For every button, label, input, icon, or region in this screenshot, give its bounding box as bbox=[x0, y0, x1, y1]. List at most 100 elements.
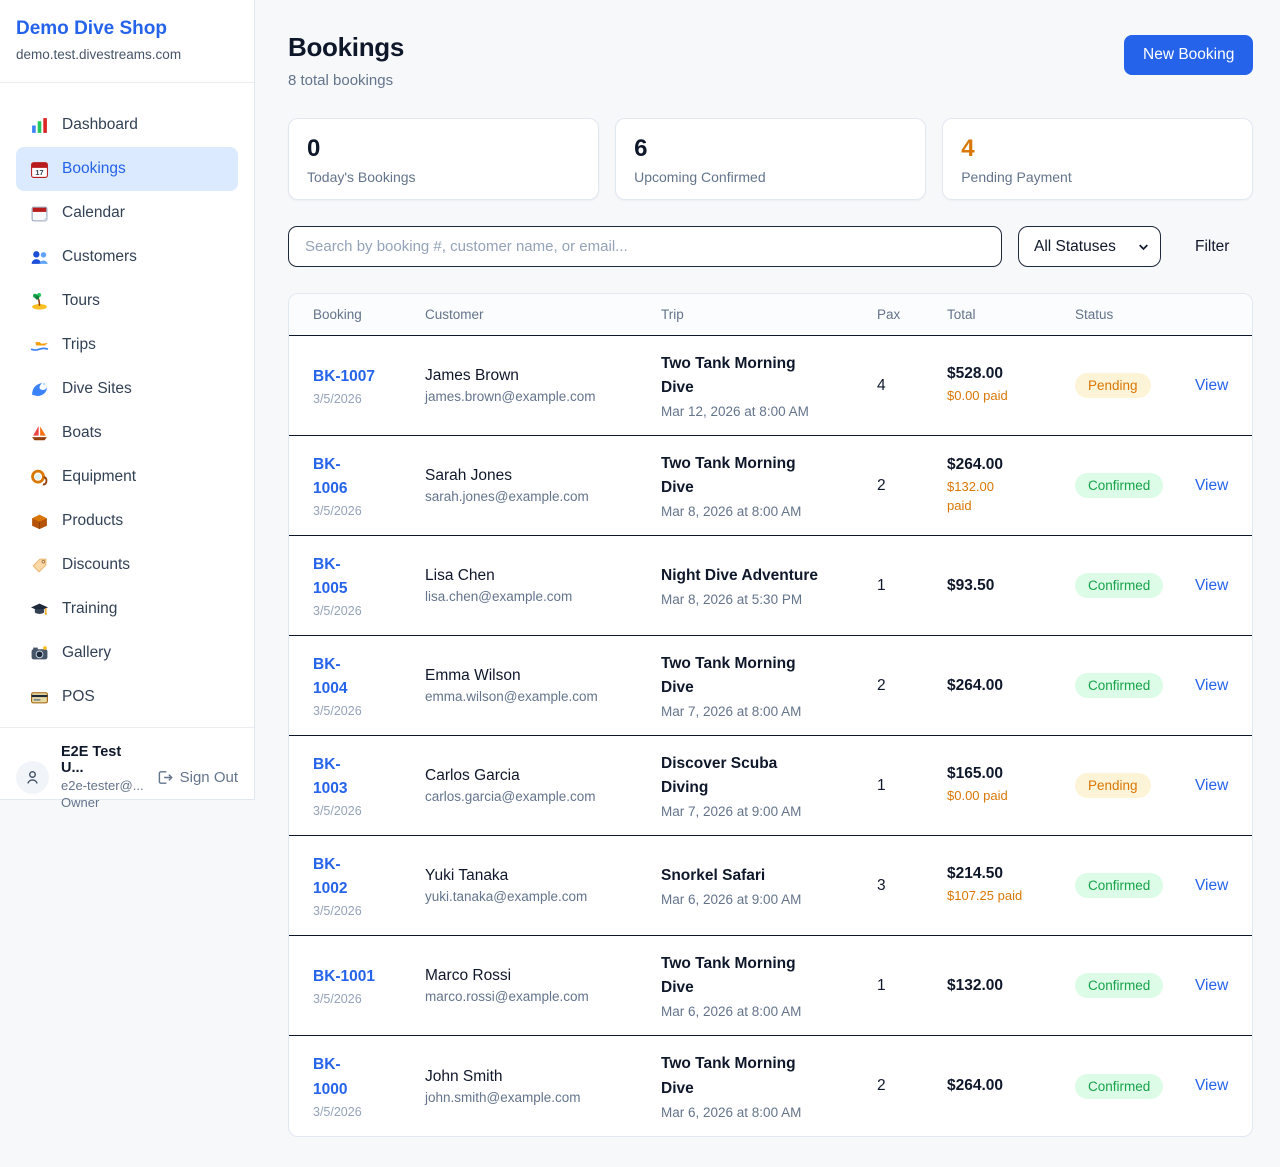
sidebar-item-calendar[interactable]: Calendar bbox=[16, 191, 238, 235]
customer-name: James Brown bbox=[425, 367, 519, 384]
view-link[interactable]: View bbox=[1195, 776, 1229, 794]
filter-button[interactable]: Filter bbox=[1177, 230, 1247, 264]
view-link[interactable]: View bbox=[1195, 976, 1229, 994]
paid-amount: $132.00 paid bbox=[947, 478, 994, 513]
sidebar-item-products[interactable]: Products bbox=[16, 499, 238, 543]
trip-datetime: Mar 12, 2026 at 8:00 AM bbox=[661, 404, 809, 420]
booking-id-link[interactable]: BK- 1004 bbox=[313, 655, 348, 697]
sidebar-item-label: Calendar bbox=[62, 204, 125, 221]
logout-icon bbox=[158, 770, 173, 784]
column-header-booking: Booking bbox=[313, 307, 362, 322]
total-value: $528.00 bbox=[947, 365, 1004, 383]
sidebar-item-dashboard[interactable]: Dashboard bbox=[16, 103, 238, 147]
sidebar-item-customers[interactable]: Customers bbox=[16, 235, 238, 279]
booking-id-link[interactable]: BK- 1003 bbox=[313, 755, 348, 797]
user-email: e2e-tester@... bbox=[61, 778, 144, 793]
table-rows: BK-1007 3/5/2026 James Brown james.brown… bbox=[289, 336, 1253, 1136]
customer-email: yuki.tanaka@example.com bbox=[425, 889, 588, 904]
paid-amount: $0.00 paid bbox=[947, 788, 1008, 804]
column-header-total: Total bbox=[947, 307, 976, 322]
booking-id-link[interactable]: BK- 1006 bbox=[313, 455, 348, 497]
bar-chart-icon bbox=[30, 116, 49, 135]
bookings-table: Booking Customer Trip Pax Total Status B… bbox=[288, 293, 1254, 1137]
status-filter-select[interactable]: All Statuses bbox=[1018, 226, 1161, 267]
sidebar-item-label: Training bbox=[62, 600, 118, 617]
brand[interactable]: Demo Dive Shop demo.test.divestreams.com bbox=[0, 0, 254, 83]
stat-cards: 0 Today's Bookings 6 Upcoming Confirmed … bbox=[288, 118, 1254, 200]
booking-id-link[interactable]: BK- 1002 bbox=[313, 855, 348, 897]
table-row: BK-1007 3/5/2026 James Brown james.brown… bbox=[289, 336, 1253, 436]
booking-date: 3/5/2026 bbox=[313, 904, 362, 919]
customer-email: marco.rossi@example.com bbox=[425, 989, 589, 1004]
view-link[interactable]: View bbox=[1195, 876, 1229, 894]
booking-date: 3/5/2026 bbox=[313, 1104, 362, 1119]
speedboat-icon bbox=[30, 336, 49, 355]
trip-name: Two Tank Morning Dive bbox=[661, 354, 796, 396]
column-header-customer: Customer bbox=[425, 307, 484, 322]
view-link[interactable]: View bbox=[1195, 1077, 1229, 1094]
booking-id-link[interactable]: BK-1007 bbox=[313, 367, 376, 385]
sidebar-item-dive-sites[interactable]: Dive Sites bbox=[16, 367, 238, 411]
sidebar-nav: Dashboard 17 Bookings Calendar Customers… bbox=[0, 83, 254, 727]
brand-name: Demo Dive Shop bbox=[16, 18, 167, 39]
pax-value: 1 bbox=[877, 776, 886, 794]
pax-value: 2 bbox=[877, 476, 886, 494]
pax-value: 1 bbox=[877, 576, 886, 594]
paid-amount: $0.00 paid bbox=[947, 388, 1008, 404]
sidebar-item-pos[interactable]: POS bbox=[16, 675, 238, 719]
sidebar-item-discounts[interactable]: Discounts bbox=[16, 543, 238, 587]
sidebar-item-gallery[interactable]: Gallery bbox=[16, 631, 238, 675]
search-input[interactable] bbox=[288, 226, 1002, 267]
status-badge: Confirmed bbox=[1075, 1073, 1164, 1099]
sidebar-item-tours[interactable]: Tours bbox=[16, 279, 238, 323]
pax-value: 2 bbox=[877, 1077, 886, 1094]
status-badge: Confirmed bbox=[1075, 473, 1164, 498]
table-row: BK-1001 3/5/2026 Marco Rossi marco.rossi… bbox=[289, 936, 1253, 1036]
booking-id-link[interactable]: BK-1001 bbox=[313, 967, 376, 985]
table-row: BK- 1006 3/5/2026 Sarah Jones sarah.jone… bbox=[289, 436, 1253, 536]
table-row: BK- 1005 3/5/2026 Lisa Chen lisa.chen@ex… bbox=[289, 536, 1253, 636]
user-role: Owner bbox=[61, 795, 100, 810]
view-link[interactable]: View bbox=[1195, 476, 1229, 494]
trip-name: Two Tank Morning Dive bbox=[661, 954, 796, 996]
trip-name: Two Tank Morning Dive bbox=[661, 654, 796, 696]
booking-date: 3/5/2026 bbox=[313, 804, 362, 819]
total-value: $264.00 bbox=[947, 676, 1004, 694]
trip-datetime: Mar 8, 2026 at 5:30 PM bbox=[661, 592, 803, 607]
sign-out-button[interactable]: Sign Out bbox=[156, 769, 238, 786]
island-icon bbox=[30, 292, 49, 311]
status-badge: Confirmed bbox=[1075, 673, 1164, 698]
stat-card-upcoming-confirmed: 6 Upcoming Confirmed bbox=[615, 118, 927, 200]
spiral-calendar-icon bbox=[30, 204, 49, 223]
table-row: BK- 1003 3/5/2026 Carlos Garcia carlos.g… bbox=[289, 736, 1253, 836]
booking-id-link[interactable]: BK- 1005 bbox=[313, 555, 348, 597]
status-badge: Confirmed bbox=[1075, 573, 1164, 598]
sidebar-item-training[interactable]: Training bbox=[16, 587, 238, 631]
total-value: $264.00 bbox=[947, 1077, 1004, 1094]
booking-date: 3/5/2026 bbox=[313, 392, 362, 406]
table-row: BK- 1002 3/5/2026 Yuki Tanaka yuki.tanak… bbox=[289, 836, 1253, 936]
new-booking-button[interactable]: New Booking bbox=[1124, 35, 1254, 75]
customer-email: sarah.jones@example.com bbox=[425, 489, 589, 504]
booking-id-link[interactable]: BK- 1000 bbox=[313, 1056, 348, 1098]
sidebar-item-boats[interactable]: Boats bbox=[16, 411, 238, 455]
pax-value: 3 bbox=[877, 876, 886, 894]
sidebar: Demo Dive Shop demo.test.divestreams.com… bbox=[0, 0, 255, 810]
view-link[interactable]: View bbox=[1195, 676, 1229, 694]
user-info: E2E Test U... e2e-tester@... Owner bbox=[61, 744, 144, 810]
sidebar-item-label: Boats bbox=[62, 424, 102, 441]
credit-card-icon bbox=[30, 688, 49, 707]
view-link[interactable]: View bbox=[1195, 576, 1229, 594]
sidebar-item-trips[interactable]: Trips bbox=[16, 323, 238, 367]
trip-datetime: Mar 6, 2026 at 8:00 AM bbox=[661, 1004, 802, 1020]
person-icon bbox=[27, 770, 38, 784]
stat-label: Today's Bookings bbox=[307, 169, 416, 185]
sign-out-label: Sign Out bbox=[179, 768, 238, 786]
stat-value: 6 bbox=[634, 135, 648, 162]
avatar bbox=[16, 760, 49, 794]
sidebar-item-equipment[interactable]: Equipment bbox=[16, 455, 238, 499]
sidebar-item-bookings[interactable]: 17 Bookings bbox=[16, 147, 238, 191]
booking-date: 3/5/2026 bbox=[313, 992, 362, 1006]
package-icon bbox=[30, 512, 49, 531]
view-link[interactable]: View bbox=[1195, 376, 1229, 394]
